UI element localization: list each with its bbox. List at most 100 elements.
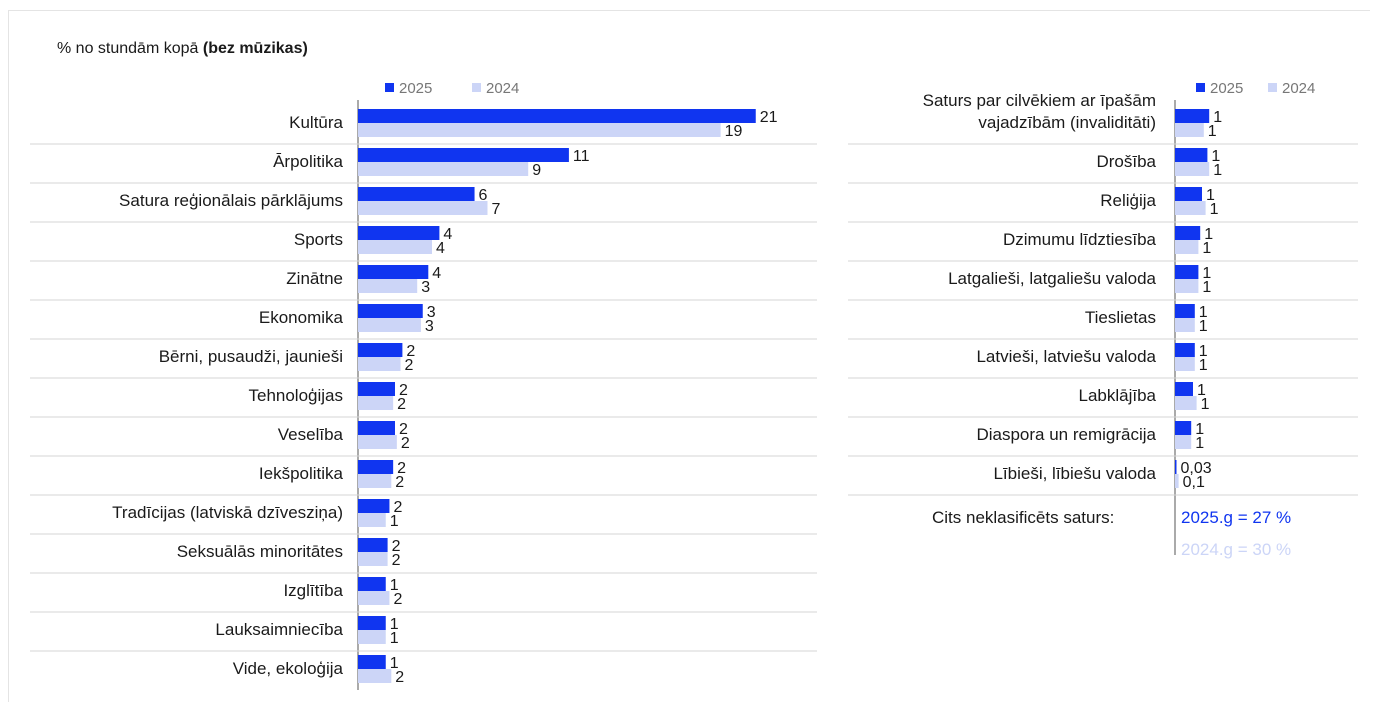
bar-2025	[1175, 226, 1201, 240]
category-label: Saturs par cilvēkiem ar īpašām	[923, 91, 1156, 110]
legend-swatch-2025	[385, 83, 394, 92]
category-label: Seksuālās minoritātes	[177, 542, 343, 561]
category-label: Reliģija	[1100, 191, 1156, 210]
category-label: Kultūra	[289, 113, 343, 132]
category-label: Ārpolitika	[273, 152, 343, 171]
data-label-2024: 9	[532, 162, 541, 179]
bar-2024	[358, 552, 388, 566]
category-label: Lauksaimniecība	[215, 620, 343, 639]
bar-2025	[1175, 304, 1195, 318]
bar-2024	[1175, 435, 1192, 449]
category-label: Satura reģionālais pārklājums	[119, 191, 343, 210]
bar-2025	[1175, 343, 1195, 357]
bar-2024	[1175, 318, 1195, 332]
data-label-2024: 1	[1199, 357, 1208, 374]
legend-swatch-2024	[1268, 83, 1277, 92]
data-label-2025: 1	[1206, 187, 1215, 204]
data-label-2024: 2	[395, 669, 404, 686]
other-value-2024: 2024.g = 30 %	[1181, 540, 1292, 559]
legend-label-2024: 2024	[1282, 80, 1315, 97]
data-label-2024: 1	[1199, 318, 1208, 335]
data-label-2024: 1	[1195, 435, 1204, 452]
data-label-2024: 1	[390, 513, 399, 530]
data-label-2025: 1	[1202, 265, 1211, 282]
data-label-2024: 2	[397, 396, 406, 413]
bar-2024	[358, 669, 392, 683]
category-label: Tehnoloģijas	[248, 386, 343, 405]
bar-2024	[1175, 396, 1197, 410]
data-label-2025: 1	[1213, 109, 1222, 126]
category-label: Sports	[294, 230, 343, 249]
data-label-2024: 19	[725, 123, 743, 140]
data-label-2024: 2	[401, 435, 410, 452]
bar-2024	[358, 357, 401, 371]
category-label: Lībieši, lībiešu valoda	[993, 464, 1156, 483]
bar-2024	[1175, 357, 1195, 371]
category-label: Veselība	[278, 425, 344, 444]
legend-label-2025: 2025	[399, 80, 432, 97]
chart-subtitle: % no stundām kopā (bez mūzikas)	[57, 40, 308, 58]
data-label-2025: 0,03	[1181, 460, 1212, 477]
data-label-2025: 1	[1204, 226, 1213, 243]
data-label-2025: 6	[479, 187, 488, 204]
other-value-2025: 2025.g = 27 %	[1181, 508, 1292, 527]
data-label-2024: 1	[1202, 279, 1211, 296]
bar-2025	[358, 499, 390, 513]
category-label: Latgalieši, latgaliešu valoda	[948, 269, 1156, 288]
data-label-2024: 1	[1213, 162, 1222, 179]
bar-2025	[1175, 187, 1202, 201]
bar-2025	[358, 343, 403, 357]
bar-2024	[358, 240, 432, 254]
data-label-2024: 2	[392, 552, 401, 569]
legend-label-2025: 2025	[1210, 80, 1243, 97]
bar-2024	[1175, 123, 1204, 137]
data-label-2024: 1	[1201, 396, 1210, 413]
data-label-2024: 1	[1208, 123, 1217, 140]
data-label-2025: 3	[427, 304, 436, 321]
bar-2025	[358, 304, 423, 318]
bar-2024	[358, 513, 386, 527]
category-label: Tradīcijas (latviskā dzīvesziņa)	[112, 503, 343, 522]
category-label: Bērni, pusaudži, jaunieši	[159, 347, 343, 366]
bar-2024	[1175, 279, 1199, 293]
frame-top-border	[8, 10, 1370, 11]
bar-2025	[1175, 421, 1192, 435]
category-label: vajadzībām (invaliditāti)	[978, 113, 1156, 132]
category-label: Tieslietas	[1085, 308, 1156, 327]
data-label-2025: 11	[573, 148, 590, 165]
category-label: Zinātne	[286, 269, 343, 288]
bar-2025	[358, 109, 756, 123]
legend-swatch-2025	[1196, 83, 1205, 92]
bar-2024	[358, 630, 386, 644]
data-label-2024: 1	[1210, 201, 1219, 218]
bar-2025	[358, 187, 475, 201]
category-label: Vide, ekoloģija	[233, 659, 344, 678]
bar-2025	[358, 577, 386, 591]
bar-2024	[358, 162, 529, 176]
subtitle-prefix: % no stundām kopā	[57, 40, 199, 57]
data-label-2024: 2	[395, 474, 404, 491]
category-label: Ekonomika	[259, 308, 344, 327]
bar-2025	[358, 538, 388, 552]
bar-2025	[358, 421, 395, 435]
data-label-2025: 4	[432, 265, 441, 282]
bar-2025	[1175, 460, 1177, 474]
data-label-2025: 1	[1211, 148, 1220, 165]
category-label: Drošība	[1096, 152, 1156, 171]
data-label-2024: 4	[436, 240, 445, 257]
bar-2024	[1175, 201, 1206, 215]
bar-2024	[358, 279, 418, 293]
data-label-2025: 1	[1199, 304, 1208, 321]
category-label: Labklājība	[1078, 386, 1156, 405]
bar-2024	[358, 396, 394, 410]
data-label-2024: 1	[390, 630, 399, 647]
bar-2025	[358, 226, 440, 240]
bar-2024	[1175, 474, 1179, 488]
bar-2025	[358, 148, 569, 162]
bar-2025	[1175, 382, 1193, 396]
bar-2025	[1175, 265, 1199, 279]
data-label-2025: 2	[399, 421, 408, 438]
data-label-2024: 2	[393, 591, 402, 608]
